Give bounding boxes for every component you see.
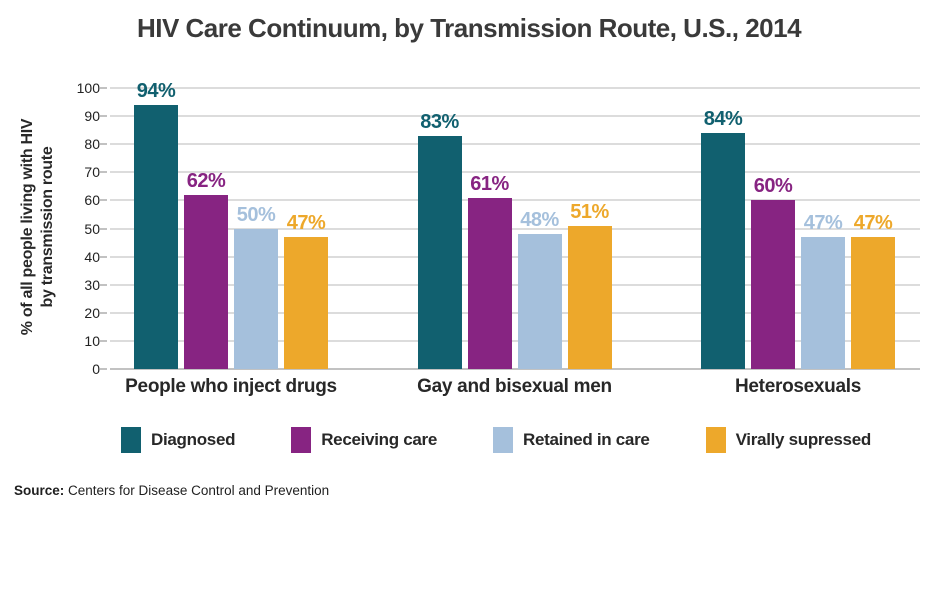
legend-item: Receiving care (291, 427, 437, 453)
gridline (110, 255, 920, 258)
y-tick-label: 70 (84, 164, 100, 181)
gridline (110, 227, 920, 230)
y-tick-mark (100, 311, 107, 314)
bar-slot: 83% (417, 88, 462, 369)
bar-receiving-care: 61% (467, 173, 512, 369)
y-axis-ticks: 0 10 20 30 40 50 60 70 80 90 100 (58, 81, 100, 377)
bar-slot: 47% (284, 88, 328, 369)
y-tick-label: 10 (84, 332, 100, 349)
bar-diagnosed: 84% (701, 108, 745, 369)
bar-slot: 47% (801, 88, 845, 369)
bar-slot: 50% (234, 88, 278, 369)
bar-value-label: 47% (803, 211, 843, 234)
y-tick-label: 30 (84, 276, 100, 293)
y-tick-label: 90 (84, 108, 100, 125)
gridline (110, 199, 920, 202)
y-tick-mark (100, 115, 107, 118)
bar-slot: 48% (517, 88, 562, 369)
gridline (110, 171, 920, 174)
y-tick-label: 60 (84, 192, 100, 209)
bar-value-label: 61% (470, 172, 509, 195)
plot-area: 94% 62% 50% 47% People who inject drugs 83% 61… (100, 80, 920, 397)
y-tick-mark (100, 171, 107, 174)
y-axis-title-line-1: % of all people living with HIV (19, 118, 36, 336)
bar-receiving-care: 60% (751, 175, 795, 369)
bar-value-label: 51% (570, 200, 609, 223)
bar-value-label: 47% (853, 211, 893, 234)
gridline (110, 311, 920, 314)
source-label: Source: (14, 483, 65, 498)
y-tick-mark (100, 199, 107, 202)
legend-label: Retained in care (523, 430, 650, 449)
legend: Diagnosed Receiving care Retained in care V… (121, 427, 871, 453)
y-tick-mark (100, 255, 107, 258)
y-tick-mark (100, 339, 107, 342)
y-tick-mark (100, 227, 107, 230)
legend-swatch (705, 427, 726, 453)
bar-slot: 61% (467, 88, 512, 369)
bar-slot: 62% (184, 88, 228, 369)
bar-retained-in-care: 48% (517, 209, 562, 369)
y-tick-label: 80 (84, 136, 100, 153)
bar-groups-row: 94% 62% 50% 47% People who inject drugs 83% 61… (110, 80, 920, 397)
y-tick-label: 40 (84, 248, 100, 265)
legend-item: Diagnosed (121, 427, 236, 453)
bar-receiving-care: 62% (184, 170, 228, 369)
y-tick-label: 100 (76, 80, 100, 96)
bar-retained-in-care: 50% (234, 204, 278, 369)
legend-swatch (493, 427, 514, 453)
bar-value-label: 94% (136, 79, 176, 102)
bar-value-label: 50% (236, 203, 276, 226)
bar-value-label: 60% (753, 175, 793, 198)
legend-item: Virally supressed (705, 427, 872, 453)
bar-value-label: 48% (520, 209, 559, 232)
source-text: Centers for Disease Control and Preventi… (68, 483, 330, 498)
bar-slot: 94% (134, 80, 178, 369)
gridline (110, 87, 920, 89)
chart-title: HIV Care Continuum, by Transmission Rout… (136, 13, 802, 43)
bar-value-label: 62% (186, 169, 226, 192)
legend-label: Virally supressed (735, 430, 872, 449)
bar-slot: 60% (751, 88, 795, 369)
legend-swatch (291, 427, 312, 453)
y-tick-mark (100, 283, 107, 286)
legend-item: Retained in care (493, 427, 650, 453)
y-tick-label: 20 (84, 304, 100, 321)
gridline (110, 283, 920, 286)
y-tick-label: 0 (92, 361, 100, 377)
y-tick-label: 50 (84, 220, 100, 237)
y-tick-mark (100, 143, 107, 146)
gridline (110, 143, 920, 146)
legend-label: Receiving care (321, 430, 438, 449)
bar-virally-supressed: 47% (851, 212, 895, 369)
bar-slot: 84% (701, 88, 745, 369)
bar-retained-in-care: 47% (801, 212, 845, 369)
legend-swatch (121, 427, 141, 453)
bar-diagnosed: 94% (134, 80, 178, 369)
bar-value-label: 83% (420, 110, 459, 133)
legend-label: Diagnosed (151, 430, 236, 449)
bar-group: 84% 60% 47% 47% Heterosexuals (701, 88, 895, 397)
category-label: Gay and bisexual men (417, 376, 612, 397)
bar-slot: 47% (851, 88, 895, 369)
y-axis-title-line-2: by transmission route (39, 146, 56, 308)
gridline (110, 339, 920, 342)
gridline (110, 115, 920, 118)
x-axis-line (110, 368, 920, 370)
category-label: Heterosexuals (734, 376, 862, 397)
bar-group: 94% 62% 50% 47% People who inject drugs (125, 80, 337, 397)
y-tick-mark (100, 87, 107, 89)
source-line: Source: Centers for Disease Control and … (14, 483, 329, 498)
bar-virally-supressed: 51% (567, 201, 612, 369)
y-tick-mark (100, 368, 107, 370)
bar-group: 83% 61% 48% 51% Gay and bisexual men (417, 88, 612, 397)
bar-virally-supressed: 47% (284, 212, 328, 369)
y-axis-title: % of all people living with HIV by trans… (18, 77, 58, 377)
category-label: People who inject drugs (125, 376, 337, 397)
bar-value-label: 47% (286, 211, 326, 234)
bar-value-label: 84% (703, 107, 743, 130)
bar-slot: 51% (567, 88, 612, 369)
bar-diagnosed: 83% (417, 111, 462, 369)
